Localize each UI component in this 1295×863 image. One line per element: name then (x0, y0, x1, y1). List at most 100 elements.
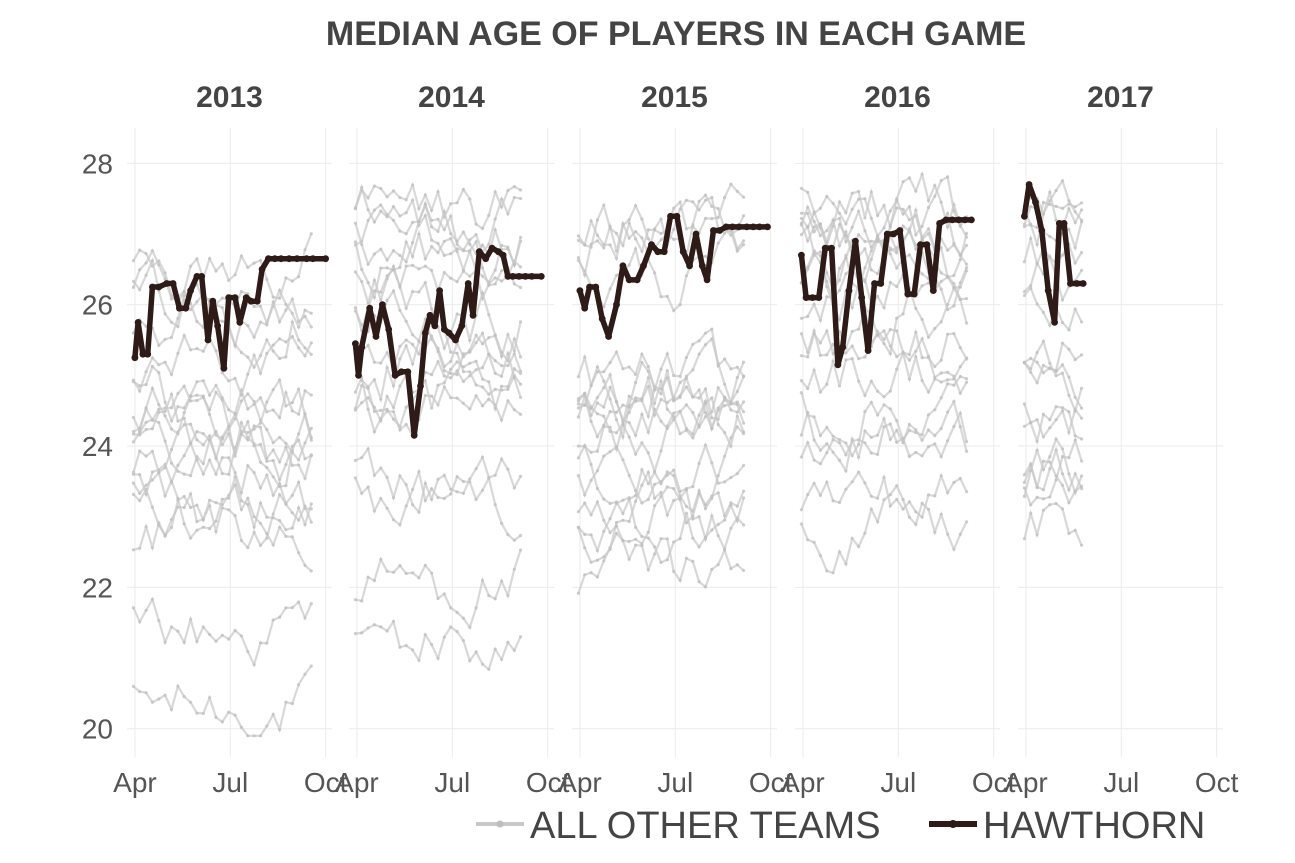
other-team-point (850, 536, 854, 540)
other-team-point (653, 227, 657, 231)
hawthorn-point (155, 283, 163, 291)
other-team-point (366, 396, 370, 400)
facet-label-2017: 2017 (1087, 81, 1154, 114)
other-team-point (493, 282, 497, 286)
other-team-point (850, 191, 854, 195)
other-team-point (837, 266, 842, 270)
other-team-point (1029, 205, 1033, 209)
other-team-point (614, 350, 619, 354)
other-team-point (653, 504, 657, 508)
hawthorn-point (1038, 227, 1046, 234)
other-team-point (576, 406, 581, 410)
other-team-point (512, 195, 516, 200)
other-team-point (907, 218, 912, 222)
other-team-point (512, 367, 516, 371)
other-team-point (1041, 212, 1045, 216)
other-team-point (404, 211, 408, 215)
other-team-point (659, 537, 663, 541)
other-team-point (729, 444, 733, 448)
other-team-point (665, 376, 669, 380)
hawthorn-point (834, 361, 842, 369)
other-team-point (602, 454, 606, 458)
other-team-point (825, 295, 829, 299)
y-tick-label: 20 (82, 714, 113, 745)
other-team-point (723, 404, 727, 408)
other-team-point (965, 377, 969, 381)
other-team-point (284, 340, 288, 344)
other-team-point (131, 378, 135, 382)
other-team-point (303, 672, 307, 676)
other-team-point (278, 356, 282, 361)
other-team-point (436, 596, 440, 601)
other-team-point (684, 403, 689, 407)
other-team-point (366, 626, 370, 630)
other-team-point (965, 449, 969, 453)
other-team-point (729, 367, 733, 371)
other-team-point (907, 229, 912, 233)
other-team-point (423, 481, 427, 485)
other-team-point (939, 358, 943, 362)
other-team-point (474, 394, 478, 398)
other-team-point (888, 422, 892, 426)
other-team-point (246, 546, 250, 550)
other-team-point (258, 425, 263, 429)
other-team-point (430, 406, 434, 410)
other-team-point (252, 402, 256, 406)
other-team-point (271, 388, 275, 392)
hawthorn-point (131, 354, 139, 362)
other-team-point (825, 353, 829, 357)
other-team-point (640, 441, 644, 445)
other-team-point (144, 427, 148, 432)
other-team-point (487, 475, 491, 480)
other-team-point (284, 534, 288, 539)
hawthorn-point (743, 223, 751, 231)
other-team-point (372, 378, 376, 382)
other-team-point (290, 535, 294, 539)
other-team-point (233, 343, 237, 347)
other-team-point (506, 533, 510, 537)
other-team-point (659, 387, 663, 391)
other-team-point (423, 193, 427, 197)
hawthorn-point (904, 290, 912, 298)
other-team-point (920, 379, 924, 383)
other-team-point (684, 385, 689, 389)
other-team-point (201, 472, 205, 476)
other-team-point (595, 548, 600, 553)
other-team-point (430, 245, 434, 249)
other-team-point (290, 526, 294, 530)
other-team-point (595, 575, 600, 579)
other-team-point (423, 563, 427, 568)
other-team-point (506, 247, 510, 251)
other-team-point (353, 458, 357, 463)
other-team-point (876, 496, 880, 500)
other-team-point (290, 511, 294, 515)
other-team-point (366, 280, 370, 285)
other-team-point (474, 359, 478, 363)
other-team-point (404, 571, 408, 576)
x-tick-label: Apr (1004, 767, 1048, 798)
other-team-point (195, 398, 199, 403)
other-team-point (583, 493, 587, 497)
other-team-point (157, 343, 161, 347)
other-team-point (895, 251, 899, 255)
other-team-point (309, 352, 313, 357)
other-team-point (672, 309, 676, 313)
other-team-point (627, 410, 631, 414)
other-team-point (353, 206, 357, 210)
other-team-point (1048, 234, 1052, 239)
other-team-point (703, 503, 708, 507)
other-team-point (1054, 374, 1058, 378)
other-team-point (857, 455, 861, 459)
hawthorn-point (303, 255, 310, 263)
other-team-point (506, 594, 510, 598)
other-team-point (372, 252, 376, 256)
other-team-point (1067, 501, 1071, 505)
other-team-point (742, 421, 746, 425)
other-team-point (710, 427, 714, 431)
hawthorn-point (309, 255, 317, 263)
other-team-point (825, 442, 829, 446)
other-team-point (455, 239, 459, 243)
other-team-point (646, 237, 650, 241)
other-team-point (265, 459, 269, 463)
other-team-point (252, 424, 256, 428)
